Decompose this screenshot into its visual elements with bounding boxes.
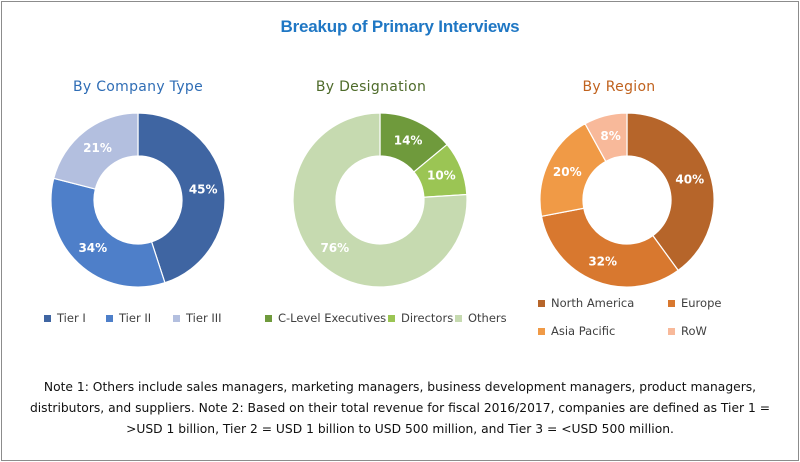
donut-chart-designation: 14% 10% 76% [292, 112, 468, 288]
legend-label: RoW [681, 324, 707, 338]
data-label: 34% [78, 241, 107, 255]
legend-swatch [106, 314, 113, 322]
data-label: 8% [600, 129, 620, 143]
legend-item-directors: Directors [388, 311, 453, 325]
donut-slice-row [584, 112, 628, 163]
legend-swatch [668, 299, 675, 307]
legend-label: Directors [401, 311, 454, 325]
legend-swatch [668, 327, 675, 335]
data-label: 76% [320, 241, 349, 255]
data-label: 40% [675, 173, 704, 187]
legend-label: Tier II [119, 311, 152, 325]
main-title: Breakup of Primary Interviews [280, 17, 520, 36]
data-label: 32% [588, 254, 617, 268]
donut-slice-tier-i [137, 112, 226, 284]
donut-slice-tier-ii [50, 177, 166, 288]
donut-slice-tier-iii [53, 112, 139, 190]
legend-swatch [173, 314, 180, 322]
legend-label: Others [468, 311, 507, 325]
data-label: 21% [83, 141, 112, 155]
donut-chart-company-type: 45% 34% 21% [50, 112, 226, 288]
legend-label: Europe [681, 296, 722, 310]
legend-item-tier-2: Tier II [106, 311, 151, 325]
legend-swatch [44, 314, 51, 322]
legend-swatch [455, 314, 462, 322]
legend-item-tier-1: Tier I [44, 311, 86, 325]
donut-slice-north-america [626, 112, 715, 272]
data-label: 45% [189, 183, 218, 197]
legend-swatch [538, 299, 545, 307]
legend-item-row: RoW [668, 324, 707, 338]
chart-title-company-type: By Company Type [72, 79, 204, 95]
legend-swatch [388, 314, 395, 322]
donut-slice-europe [540, 207, 679, 288]
legend-label: Tier I [57, 311, 86, 325]
data-label: 10% [427, 169, 456, 183]
legend-item-europe: Europe [668, 296, 721, 310]
legend-label: North America [551, 296, 635, 310]
legend-item-c-level-executives: C-Level Executives [265, 311, 386, 325]
footnote: Note 1: Others include sales managers, m… [29, 380, 771, 436]
chart-title-designation: By Designation [315, 79, 427, 95]
donut-chart-region: 40% 32% 20% 8% [539, 112, 715, 288]
legend-label: C-Level Executives [278, 311, 387, 325]
legend-item-north-america: North America [538, 296, 634, 310]
legend-item-tier-3: Tier III [173, 311, 222, 325]
legend-swatch [265, 314, 272, 322]
legend-label: Asia Pacific [551, 324, 616, 338]
legend-label: Tier III [186, 311, 222, 325]
data-label: 14% [394, 133, 423, 147]
legend-swatch [538, 327, 545, 335]
legend-item-asia-pacific: Asia Pacific [538, 324, 615, 338]
data-label: 20% [553, 165, 582, 179]
legend-item-others: Others [455, 311, 507, 325]
donut-slice-others [292, 112, 468, 288]
chart-title-region: By Region [582, 79, 656, 95]
